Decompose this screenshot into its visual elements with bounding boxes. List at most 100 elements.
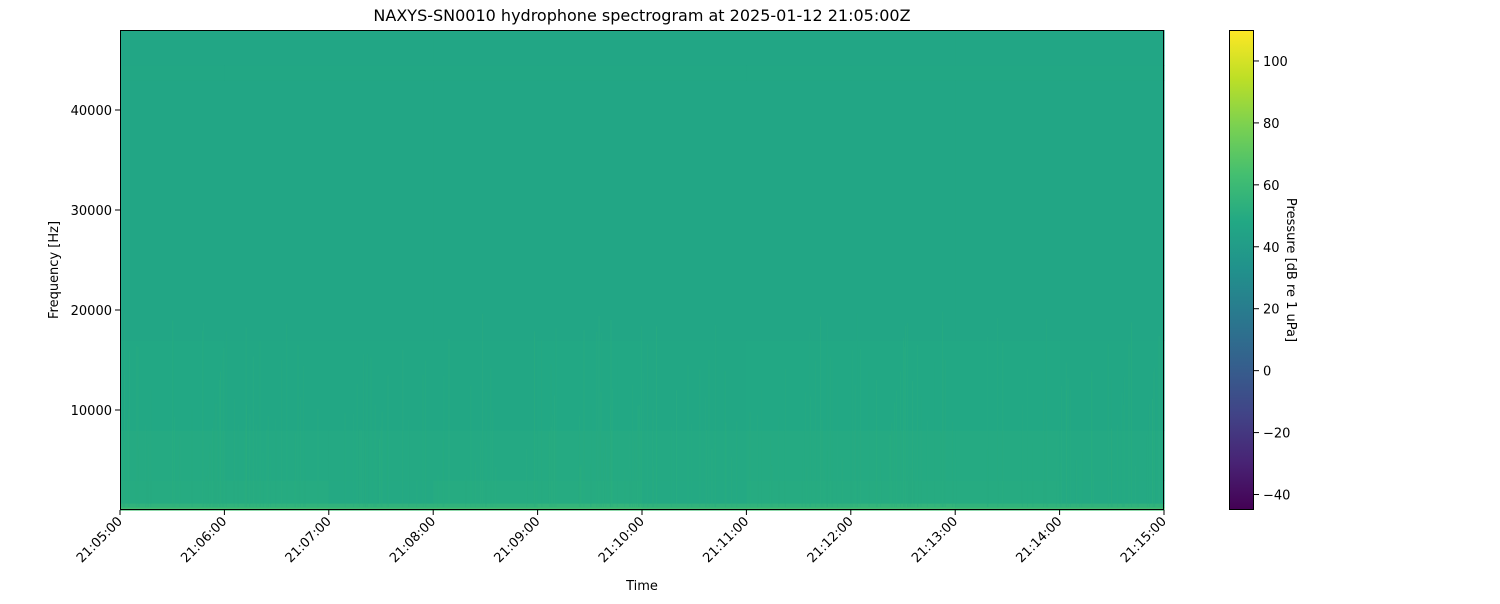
streak bbox=[267, 415, 269, 507]
heatmap-cell: 21:14 3000-8000 Hz: 49 dB bbox=[1059, 430, 1165, 481]
streak bbox=[952, 422, 954, 507]
streak bbox=[1135, 465, 1137, 507]
streak bbox=[603, 453, 605, 507]
heatmap-cell: 21:09 700-3000 Hz: 50 dB bbox=[537, 480, 643, 504]
heatmap-cell: 21:10 3000-8000 Hz: 49 dB bbox=[642, 430, 747, 481]
heatmap-cell: 21:11 700-3000 Hz: 50 dB bbox=[746, 480, 852, 504]
streak bbox=[1045, 318, 1047, 507]
streak bbox=[868, 371, 870, 507]
streak bbox=[629, 469, 631, 507]
streak bbox=[482, 313, 484, 507]
streak bbox=[353, 413, 355, 507]
streak bbox=[631, 384, 633, 507]
streak bbox=[725, 422, 727, 507]
streak bbox=[609, 458, 611, 507]
streak bbox=[281, 359, 283, 507]
streak bbox=[495, 466, 497, 507]
heatmap-cell: 21:09 300-700 Hz: 56 dB bbox=[537, 503, 643, 508]
heatmap-cell: 21:05 700-3000 Hz: 50 dB bbox=[120, 480, 225, 504]
streak bbox=[600, 392, 602, 507]
streak bbox=[943, 358, 945, 507]
streak bbox=[895, 390, 897, 507]
x-axis: 21:05:00 21:06:00 21:07:00 21:08:00 21:09:00… bbox=[74, 510, 1170, 566]
streak bbox=[470, 385, 472, 507]
streak bbox=[757, 414, 759, 507]
streak bbox=[137, 346, 139, 507]
streak bbox=[123, 313, 125, 507]
streak bbox=[191, 408, 193, 507]
heatmap-cell: 21:14 300-700 Hz: 55 dB bbox=[1059, 503, 1165, 508]
heatmap-cell: 21:10 8000-17000 Hz: 47.5 dB bbox=[642, 340, 747, 431]
streak bbox=[550, 364, 552, 507]
streak bbox=[534, 331, 536, 507]
streak bbox=[831, 359, 833, 507]
streak bbox=[303, 365, 305, 507]
streak bbox=[598, 315, 600, 507]
streak bbox=[202, 330, 204, 507]
streak bbox=[552, 414, 554, 507]
streak bbox=[851, 349, 853, 507]
streak bbox=[1146, 435, 1148, 507]
y-tick-label: 30000 bbox=[71, 204, 112, 219]
colorbar bbox=[1229, 30, 1254, 510]
streak bbox=[590, 405, 592, 507]
streak bbox=[179, 436, 181, 507]
streak bbox=[987, 336, 989, 507]
heatmap-cell: 21:07 43000-44500 Hz: 47.5 dB bbox=[328, 65, 434, 81]
streak bbox=[245, 327, 247, 507]
streak bbox=[705, 397, 707, 507]
x-tick-label: 21:12:00 bbox=[805, 514, 857, 566]
colorbar-axis: −40 −20 0 20 40 60 80 100 bbox=[1254, 55, 1290, 504]
streak bbox=[826, 451, 828, 507]
streak bbox=[123, 445, 125, 507]
streak bbox=[875, 379, 877, 507]
heatmap-cell: 21:13 44500-48000 Hz: 46.5 dB bbox=[955, 30, 1061, 66]
heatmap-cells: 21:05 0-300 Hz: 62 dB21:06 0-300 Hz: 62 … bbox=[120, 30, 1165, 511]
streak bbox=[1055, 435, 1057, 507]
streak bbox=[367, 353, 369, 507]
streak bbox=[233, 398, 235, 507]
x-tick-label: 21:08:00 bbox=[387, 514, 439, 566]
streak bbox=[123, 374, 125, 507]
streak bbox=[997, 317, 999, 507]
streak bbox=[638, 404, 640, 507]
streak bbox=[579, 467, 581, 507]
streak bbox=[550, 426, 552, 507]
streak bbox=[903, 346, 905, 507]
x-tick-label: 21:13:00 bbox=[909, 514, 961, 566]
heatmap-cell: 21:08 43000-44500 Hz: 47.5 dB bbox=[433, 65, 539, 81]
streak bbox=[1117, 424, 1119, 507]
streak bbox=[205, 476, 207, 507]
heatmap-cell: 21:11 17000-43000 Hz: 46.5 dB bbox=[746, 80, 852, 341]
heatmap-cell: 21:12 17000-43000 Hz: 46.5 dB bbox=[850, 80, 956, 341]
streak bbox=[917, 344, 919, 507]
heatmap-cell: 21:06 17000-43000 Hz: 46.5 dB bbox=[224, 80, 330, 341]
streak bbox=[836, 378, 838, 507]
streak bbox=[548, 431, 550, 507]
streak bbox=[553, 395, 555, 507]
heatmap-cell: 21:07 44500-48000 Hz: 46.5 dB bbox=[328, 30, 434, 66]
streak bbox=[387, 374, 389, 507]
streak bbox=[1154, 367, 1156, 507]
heatmap-cell: 21:08 44500-48000 Hz: 46.5 dB bbox=[433, 30, 539, 66]
streak bbox=[926, 420, 928, 507]
streak bbox=[1152, 398, 1154, 507]
heatmap-cell: 21:10 17000-43000 Hz: 46.5 dB bbox=[642, 80, 747, 341]
streak bbox=[749, 411, 751, 507]
streak bbox=[801, 456, 803, 507]
streak bbox=[675, 390, 677, 507]
heatmap-cell: 21:07 8000-17000 Hz: 47.5 dB bbox=[328, 340, 434, 431]
streak bbox=[624, 468, 626, 507]
streak bbox=[1091, 371, 1093, 507]
heatmap-cell: 21:08 700-3000 Hz: 50 dB bbox=[433, 480, 539, 504]
heatmap-cell: 21:08 3000-8000 Hz: 49 dB bbox=[433, 430, 539, 481]
streak bbox=[356, 383, 358, 507]
streak bbox=[784, 368, 786, 507]
heatmap-cell: 21:05 3000-8000 Hz: 49.5 dB bbox=[120, 430, 225, 481]
streak bbox=[214, 391, 216, 507]
streak bbox=[580, 464, 582, 507]
streak bbox=[638, 408, 640, 507]
streak bbox=[616, 356, 618, 507]
streak bbox=[596, 331, 598, 507]
heatmap-cell: 21:13 300-700 Hz: 55 dB bbox=[955, 503, 1061, 508]
